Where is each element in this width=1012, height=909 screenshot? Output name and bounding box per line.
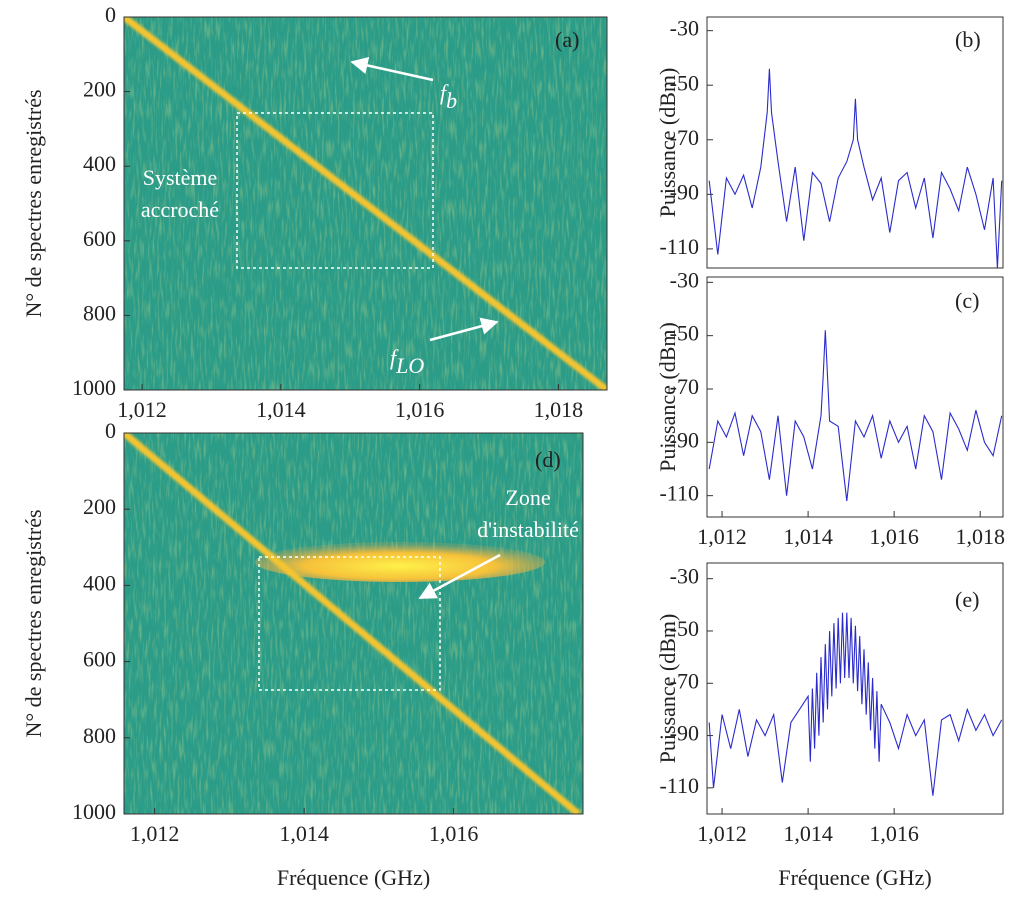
y-tick-label: 0 <box>105 418 116 443</box>
x-axis-label: Fréquence (GHz) <box>277 865 430 890</box>
annotation: Zone <box>505 485 550 510</box>
annotation: fb <box>440 80 457 113</box>
y-tick-label: -50 <box>670 616 699 641</box>
y-tick-label: 1000 <box>72 799 116 824</box>
x-tick-label: 1,012 <box>697 524 747 549</box>
y-tick-label: 600 <box>83 226 116 251</box>
annotation: d'instabilité <box>477 517 579 542</box>
y-tick-label: 200 <box>83 77 116 102</box>
y-tick-label: 800 <box>83 723 116 748</box>
plot-area <box>708 612 1003 796</box>
x-tick-label: 1,016 <box>395 397 445 422</box>
panel-label: (e) <box>955 587 979 612</box>
x-tick-label: 1,018 <box>534 397 584 422</box>
plot-area <box>124 17 607 390</box>
y-tick-label: -30 <box>670 16 699 41</box>
y-tick-label: -90 <box>670 721 699 746</box>
spectrum-line <box>708 330 1003 502</box>
annotation-symbol: f <box>390 345 399 370</box>
panel-label: (d) <box>535 447 561 472</box>
y-axis-label: Puissance (dBm) <box>655 322 680 472</box>
axes-frame <box>706 16 1004 269</box>
y-tick-label: -110 <box>659 234 699 259</box>
panel-label: (a) <box>555 27 579 52</box>
axes-frame <box>123 432 584 815</box>
spectrum-line <box>708 612 1003 796</box>
arrow <box>429 317 499 342</box>
spectrum-line <box>708 68 1003 268</box>
x-tick-label: 1,014 <box>279 821 329 846</box>
y-tick-label: -70 <box>670 668 699 693</box>
y-tick-label: -110 <box>659 773 699 798</box>
annotation: accroché <box>141 197 219 222</box>
axes-frame <box>706 276 1004 518</box>
annotation-subscript: b <box>446 88 457 113</box>
y-tick-label: 800 <box>83 300 116 325</box>
y-tick-label: -90 <box>670 179 699 204</box>
panel-label: (b) <box>955 27 981 52</box>
plot-area <box>708 68 1003 268</box>
axes-frame <box>706 562 1004 815</box>
y-axis-label: N° de spectres enregistrés <box>21 509 46 737</box>
y-tick-label: 400 <box>83 570 116 595</box>
y-tick-label: -50 <box>670 321 699 346</box>
plot-area <box>124 433 583 814</box>
arrow <box>350 56 434 82</box>
y-tick-label: 200 <box>83 494 116 519</box>
annotation-symbol: f <box>440 80 449 105</box>
y-axis-label: Puissance (dBm) <box>655 68 680 218</box>
x-tick-label: 1,018 <box>955 524 1005 549</box>
y-tick-label: -30 <box>670 564 699 589</box>
x-tick-label: 1,012 <box>117 397 167 422</box>
x-tick-label: 1,012 <box>130 821 180 846</box>
y-axis-label: Puissance (dBm) <box>655 614 680 764</box>
dashed-region <box>258 556 441 691</box>
dashed-region <box>236 112 434 269</box>
x-tick-label: 1,014 <box>256 397 306 422</box>
annotation: fLO <box>390 345 424 378</box>
x-axis-label: Fréquence (GHz) <box>778 865 931 890</box>
spectral-line <box>124 17 607 390</box>
y-tick-label: -90 <box>670 427 699 452</box>
x-tick-label: 1,016 <box>869 821 919 846</box>
y-tick-label: 400 <box>83 151 116 176</box>
y-tick-label: 0 <box>105 2 116 27</box>
plot-area <box>708 330 1003 502</box>
y-tick-label: -70 <box>670 374 699 399</box>
y-tick-label: -70 <box>670 125 699 150</box>
arrow <box>418 553 501 600</box>
x-tick-label: 1,016 <box>429 821 479 846</box>
y-tick-label: 1000 <box>72 375 116 400</box>
annotation-subscript: LO <box>395 353 424 378</box>
x-tick-label: 1,012 <box>697 821 747 846</box>
y-tick-label: -110 <box>659 481 699 506</box>
instability-zone <box>255 542 545 582</box>
axes-frame <box>123 16 608 391</box>
y-tick-label: -50 <box>670 70 699 95</box>
annotation: Système <box>143 165 218 190</box>
y-axis-label: N° de spectres enregistrés <box>21 89 46 317</box>
x-tick-label: 1,016 <box>869 524 919 549</box>
x-tick-label: 1,014 <box>783 821 833 846</box>
x-tick-label: 1,014 <box>783 524 833 549</box>
y-tick-label: 600 <box>83 647 116 672</box>
y-tick-label: -30 <box>670 267 699 292</box>
panel-label: (c) <box>955 288 979 313</box>
